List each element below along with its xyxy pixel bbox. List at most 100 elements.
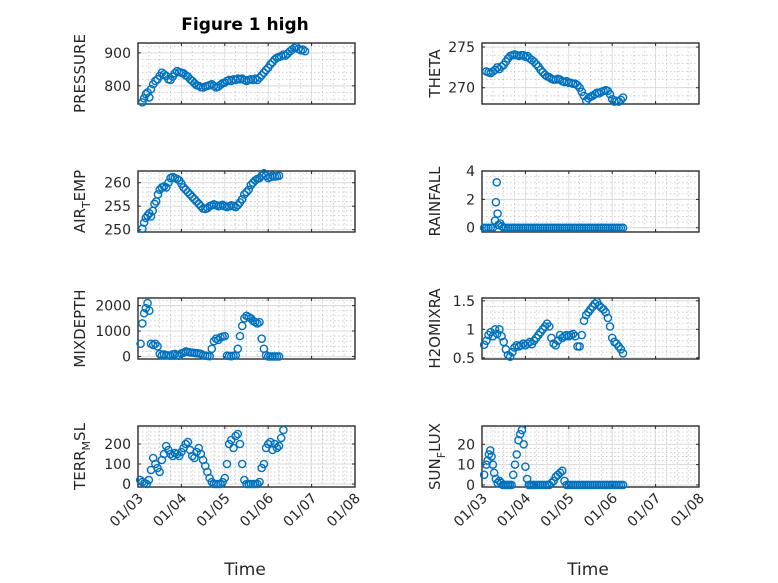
data-point-pressure: [253, 75, 262, 85]
data-point-terr_msl: [237, 459, 247, 469]
data-point-h2omixra: [568, 329, 578, 339]
data-point-sun_flux: [549, 476, 558, 486]
data-point-h2omixra: [492, 329, 502, 339]
data-point-mixdepth: [235, 331, 245, 341]
data-point-mixdepth: [274, 352, 284, 361]
data-point-air_temp: [164, 178, 173, 188]
data-point-rainfall: [492, 178, 502, 187]
data-point-air_temp: [150, 199, 159, 209]
data-point-mixdepth: [205, 351, 214, 361]
y-axis-label-air_temp: AIRTEMP: [71, 170, 93, 233]
y-tick-label: 0.5: [453, 351, 475, 367]
data-point-terr_msl: [216, 479, 225, 489]
data-point-h2omixra: [505, 352, 515, 362]
data-point-pressure: [257, 71, 266, 80]
data-point-terr_msl: [276, 433, 286, 443]
data-point-sun_flux: [488, 460, 498, 469]
data-point-air_temp: [192, 197, 201, 206]
data-point-mixdepth: [220, 331, 230, 341]
data-point-h2omixra: [490, 325, 500, 334]
data-point-pressure: [151, 76, 160, 86]
data-point-air_temp: [146, 212, 156, 221]
data-point-air_temp: [179, 183, 188, 192]
data-point-mixdepth: [153, 341, 162, 351]
data-point-rainfall: [493, 209, 502, 218]
axes-frame: [481, 42, 700, 105]
y-axis-label-sun_flux: SUNFLUX: [426, 423, 448, 490]
data-point-terr_msl: [229, 443, 238, 453]
axes-frame: [481, 297, 700, 360]
data-point-air_temp: [143, 211, 152, 220]
data-point-terr_msl: [181, 439, 191, 449]
y-tick-label: 275: [448, 40, 475, 56]
axes-frame: [137, 42, 356, 105]
data-point-pressure: [259, 68, 269, 77]
x-tick-label: 01/08: [324, 491, 364, 531]
y-tick-label: 4: [466, 164, 475, 180]
y-tick-label: 0: [122, 349, 131, 365]
data-point-mixdepth: [138, 319, 147, 328]
data-point-sun_flux: [557, 466, 567, 476]
data-point-mixdepth: [233, 344, 243, 354]
data-point-rainfall: [618, 223, 628, 233]
data-point-terr_msl: [272, 443, 282, 453]
data-point-sun_flux: [555, 468, 565, 478]
data-point-pressure: [255, 73, 264, 82]
data-point-air_temp: [194, 199, 204, 209]
data-point-h2omixra: [610, 337, 619, 347]
data-point-h2omixra: [603, 313, 613, 323]
data-point-theta: [536, 65, 545, 75]
y-axis-label-terr_msl: TERRMSL: [71, 422, 93, 491]
y-tick-label: 900: [104, 46, 131, 62]
y-axis-label-pressure: PRESSURE: [71, 34, 89, 113]
axes-frame: [137, 297, 356, 360]
y-tick-label: 1000: [95, 324, 131, 340]
data-point-pressure: [266, 60, 275, 69]
data-point-pressure: [159, 70, 169, 79]
data-point-h2omixra: [575, 342, 584, 351]
data-point-theta: [594, 89, 604, 98]
data-point-h2omixra: [590, 299, 600, 309]
data-point-air_temp: [181, 185, 191, 195]
panel-pressure: 800 900 PRESSURE: [71, 34, 356, 113]
data-point-pressure: [138, 98, 147, 107]
data-point-air_temp: [237, 194, 247, 204]
y-tick-label: 10: [457, 458, 475, 474]
data-point-sun_flux: [521, 462, 530, 471]
axes-frame: [481, 425, 700, 488]
y-axis-label-h2omixra: H2OMIXRA: [426, 288, 444, 369]
data-point-rainfall: [497, 222, 507, 231]
data-point-sun_flux: [547, 478, 556, 488]
data-point-mixdepth: [257, 334, 266, 343]
data-point-h2omixra: [618, 348, 628, 358]
data-point-sun_flux: [489, 468, 499, 478]
data-point-theta: [529, 57, 539, 67]
data-point-theta: [618, 93, 628, 102]
x-tick-label: 01/03: [107, 491, 147, 531]
panel-terr_msl: 0 100 200 TERRMSL 01/03 01/04 01/05 01/06 01/07 0…: [71, 422, 364, 530]
y-tick-label: 260: [104, 176, 131, 192]
data-point-theta: [605, 89, 615, 99]
data-point-pressure: [216, 80, 225, 90]
x-tick-label: 01/07: [281, 491, 321, 531]
data-point-sun_flux: [618, 480, 628, 490]
y-tick-label: 1.5: [453, 294, 475, 310]
data-point-theta: [573, 80, 582, 90]
y-tick-label: 800: [104, 79, 131, 95]
panel-air_temp: 250 255 260 AIRTEMP: [71, 169, 356, 239]
data-point-h2omixra: [551, 341, 561, 350]
panel-mixdepth: 0 1000 2000 MIXDEPTH: [71, 289, 356, 368]
data-point-air_temp: [246, 180, 256, 190]
data-point-air_temp: [231, 202, 240, 212]
x-tick-label: 01/05: [538, 491, 578, 531]
data-point-pressure: [298, 45, 308, 54]
data-point-h2omixra: [597, 303, 606, 312]
data-point-mixdepth: [143, 298, 152, 308]
data-point-air_temp: [190, 194, 199, 204]
y-tick-label: 2000: [95, 299, 131, 315]
data-point-air_temp: [242, 187, 251, 197]
y-tick-label: 100: [104, 457, 131, 473]
data-point-pressure: [190, 78, 199, 88]
